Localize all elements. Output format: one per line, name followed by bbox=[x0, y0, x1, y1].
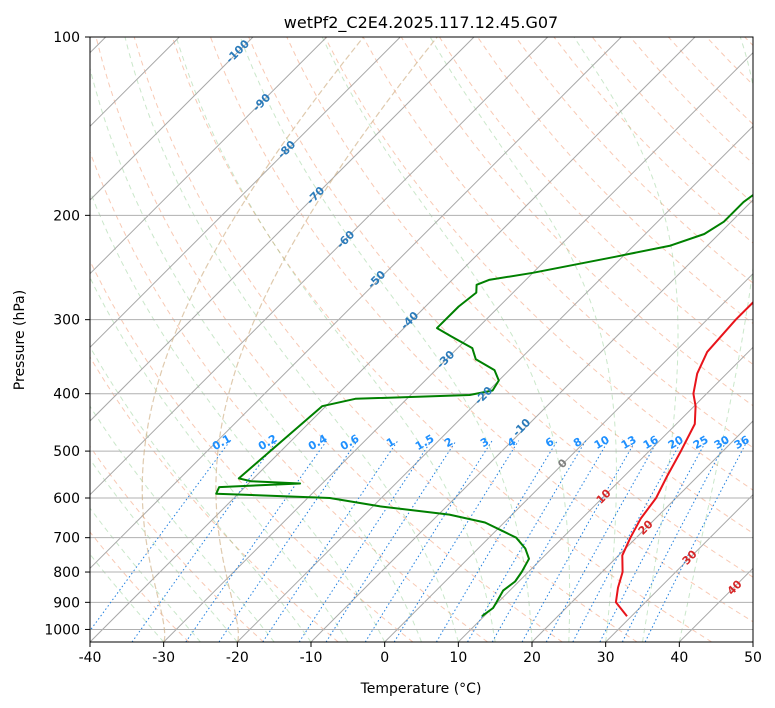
x-axis-label: Temperature (°C) bbox=[360, 681, 482, 697]
dry-adiabat-line bbox=[95, 37, 563, 642]
moist-adiabat-line bbox=[90, 276, 349, 642]
dry-adiabat-line bbox=[248, 37, 753, 578]
mixing-ratio-line bbox=[491, 440, 609, 642]
y-tick-label: 500 bbox=[53, 444, 80, 460]
isotherm-line bbox=[90, 37, 401, 349]
profile-lines bbox=[215, 193, 753, 618]
isotherm-line bbox=[531, 420, 753, 642]
dry-adiabat-line bbox=[90, 531, 190, 642]
x-tick-label: 40 bbox=[670, 650, 688, 666]
x-tick-label: 20 bbox=[523, 650, 541, 666]
x-tick-label: -40 bbox=[79, 650, 102, 666]
mixing-ratio-line bbox=[545, 440, 659, 642]
isotherm-line bbox=[605, 493, 753, 642]
moist-adiabat-line bbox=[239, 37, 533, 642]
dry-adiabat-line bbox=[515, 37, 753, 284]
background-lines bbox=[90, 37, 753, 642]
moist-adiabat-line bbox=[124, 37, 459, 642]
mixing-ratio-line bbox=[325, 440, 457, 642]
reference-curve-line bbox=[141, 37, 364, 642]
isotherm-line bbox=[384, 272, 753, 642]
chart-title: wetPf2_C2E4.2025.117.12.45.G07 bbox=[284, 13, 558, 33]
mixing-ratio-line bbox=[521, 440, 637, 642]
x-tick-label: -10 bbox=[300, 650, 323, 666]
moist-adiabat-line bbox=[90, 66, 422, 642]
mixing-ratio-line bbox=[467, 440, 587, 642]
y-tick-label: 600 bbox=[53, 491, 80, 507]
x-axis: -40 -30 -20 -10 0 10 20 30 40 50 bbox=[79, 642, 762, 666]
mixing-ratio-line bbox=[572, 440, 683, 642]
mixing-ratio-line bbox=[90, 440, 231, 632]
mixing-ratio-line bbox=[131, 440, 278, 642]
dewpoint-profile-line bbox=[215, 193, 753, 618]
isotherm-line bbox=[236, 125, 753, 642]
moist-adiabat-line bbox=[175, 37, 496, 642]
moist-adiabat-line bbox=[573, 37, 679, 642]
mixing-ratio-line bbox=[185, 440, 328, 642]
dry-adiabat-line bbox=[438, 37, 753, 366]
isotherm-line bbox=[90, 37, 622, 570]
isotherm-line bbox=[457, 346, 753, 642]
plot-area: -100-90-80-70-60-50-40-30-20-10010203040… bbox=[89, 36, 754, 643]
y-tick-label: 400 bbox=[53, 387, 80, 403]
isotherm-line bbox=[90, 37, 328, 275]
mixing-ratio-line bbox=[364, 440, 493, 642]
mixing-ratio-line bbox=[435, 440, 558, 642]
mixing-ratio-line bbox=[262, 440, 399, 642]
moist-adiabat-line bbox=[321, 37, 571, 642]
dry-adiabat-line bbox=[90, 356, 339, 642]
isotherm-line bbox=[90, 37, 549, 496]
isotherm-line bbox=[90, 37, 475, 422]
y-tick-label: 1000 bbox=[44, 622, 80, 638]
y-tick-label: 900 bbox=[53, 595, 80, 611]
moist-adiabat-line bbox=[429, 37, 617, 642]
moist-adiabat-line bbox=[90, 507, 201, 642]
isotherm-line bbox=[90, 37, 696, 642]
x-tick-label: 50 bbox=[744, 650, 762, 666]
y-tick-label: 700 bbox=[53, 531, 80, 547]
dry-adiabat-line bbox=[90, 150, 488, 642]
x-tick-label: -20 bbox=[226, 650, 249, 666]
y-tick-label: 300 bbox=[53, 313, 80, 329]
isotherm-line bbox=[163, 51, 753, 642]
moist-adiabat-line bbox=[90, 458, 238, 642]
y-axis: 100 200 300 400 500 600 700 800 900 1000 bbox=[44, 30, 90, 638]
y-axis-label: Pressure (hPa) bbox=[12, 290, 28, 390]
mixing-ratio-line bbox=[644, 440, 748, 642]
isotherm-line bbox=[310, 199, 753, 642]
moist-adiabat-line bbox=[90, 405, 275, 642]
y-tick-label: 100 bbox=[53, 30, 80, 46]
y-tick-label: 200 bbox=[53, 208, 80, 224]
reference-curve-line bbox=[215, 37, 438, 642]
x-tick-label: -30 bbox=[152, 650, 175, 666]
y-tick-label: 800 bbox=[53, 565, 80, 581]
mixing-ratio-line bbox=[298, 440, 432, 642]
moist-adiabat-line bbox=[90, 553, 165, 642]
x-tick-label: 0 bbox=[380, 650, 389, 666]
isotherm-line bbox=[90, 37, 254, 201]
plot-frame bbox=[89, 36, 754, 643]
x-tick-label: 10 bbox=[449, 650, 467, 666]
x-tick-label: 30 bbox=[597, 650, 615, 666]
moist-adiabat-line bbox=[90, 346, 312, 642]
dry-adiabat-line bbox=[133, 37, 638, 642]
temperature-profile-line bbox=[614, 300, 753, 617]
dry-adiabat-line bbox=[171, 37, 712, 642]
dry-adiabat-line bbox=[90, 445, 264, 642]
moist-adiabat-line bbox=[90, 189, 386, 642]
mixing-ratio-line bbox=[393, 440, 520, 642]
dry-adiabat-line bbox=[400, 37, 753, 407]
dry-adiabat-line bbox=[210, 37, 753, 623]
